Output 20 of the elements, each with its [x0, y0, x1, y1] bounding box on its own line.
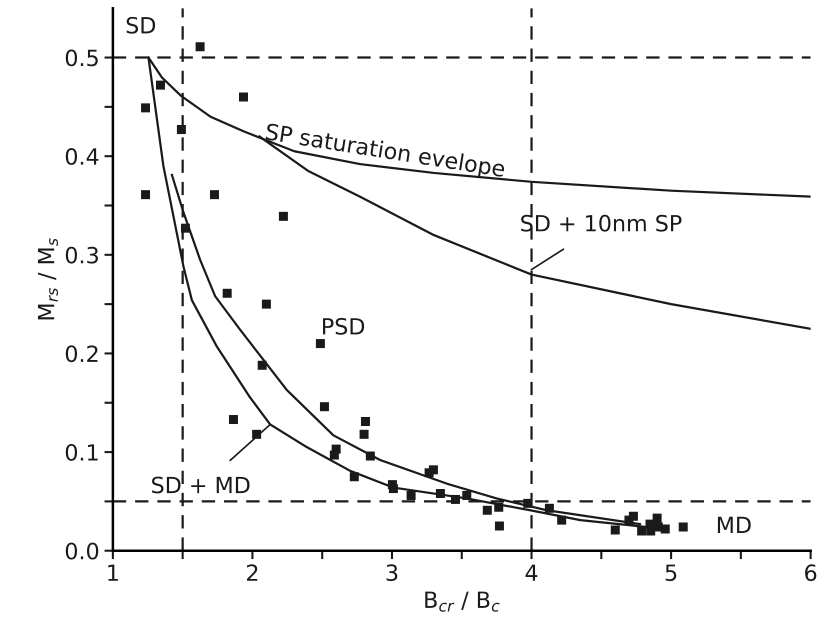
y-axis-title: M$_{rs}$ / M$_{s}$ [38, 238, 58, 320]
annotation: SP saturation evelope [264, 122, 506, 182]
annotation: PSD [323, 318, 364, 335]
x-tick-label: 4 [526, 564, 538, 581]
annotation: MD [718, 516, 751, 533]
annotation: SD + MD [152, 476, 250, 494]
y-tick-label: 0.0 [66, 542, 98, 560]
y-tick-label: 0.1 [66, 444, 98, 461]
x-tick-label: 5 [666, 564, 676, 582]
annotation: SD [126, 16, 156, 34]
y-tick-label: 0.5 [66, 49, 98, 66]
x-tick-label: 3 [386, 564, 398, 582]
x-axis-title: B$_{cr}$ / B$_{c}$ [425, 592, 500, 612]
x-tick-label: 2 [246, 564, 258, 581]
y-tick-label: 0.4 [66, 148, 98, 165]
y-tick-label: 0.2 [66, 345, 98, 362]
x-tick-label: 1 [108, 564, 118, 581]
annotation: SD + 10nm SP [521, 214, 682, 232]
x-tick-label: 6 [805, 564, 816, 582]
y-tick-label: 0.3 [66, 246, 98, 264]
